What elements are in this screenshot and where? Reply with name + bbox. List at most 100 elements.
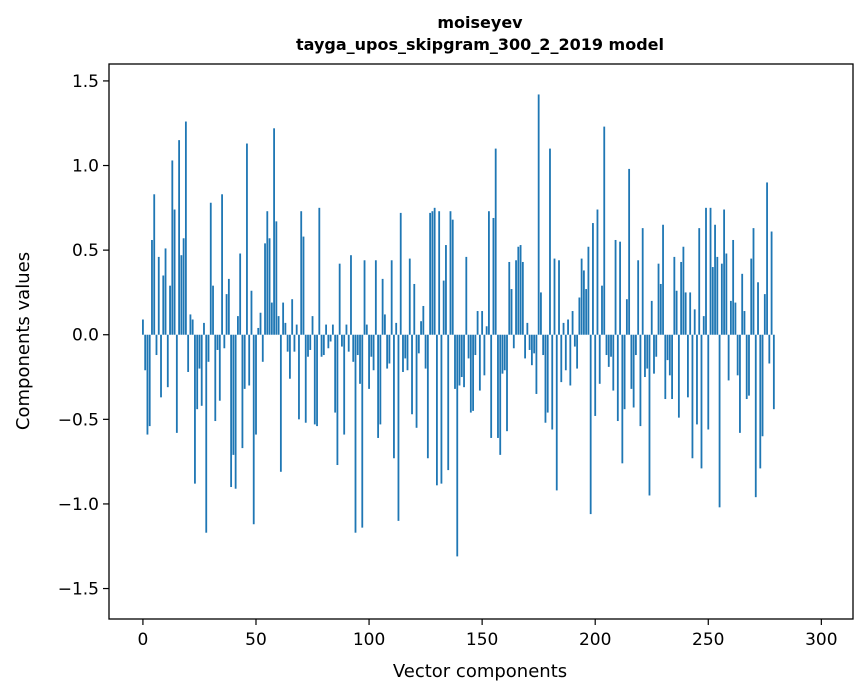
bar-193 bbox=[578, 297, 581, 335]
bar-70 bbox=[300, 211, 303, 335]
bar-201 bbox=[596, 209, 599, 335]
bar-62 bbox=[282, 302, 285, 335]
bar-211 bbox=[619, 241, 621, 335]
bar-244 bbox=[693, 309, 696, 335]
bar-52 bbox=[259, 312, 262, 335]
bar-173 bbox=[533, 334, 536, 354]
bar-43 bbox=[239, 253, 242, 335]
bar-237 bbox=[677, 334, 680, 418]
bar-83 bbox=[329, 334, 332, 342]
bar-36 bbox=[223, 334, 226, 349]
bar-108 bbox=[386, 334, 389, 369]
bar-194 bbox=[580, 258, 583, 335]
bar-45 bbox=[243, 334, 246, 389]
bar-76 bbox=[313, 334, 316, 425]
bar-271 bbox=[754, 334, 757, 498]
bar-90 bbox=[345, 324, 348, 335]
bar-229 bbox=[659, 283, 662, 335]
bar-22 bbox=[191, 319, 194, 335]
bar-97 bbox=[361, 334, 364, 528]
bar-149 bbox=[478, 334, 481, 391]
bar-264 bbox=[739, 334, 741, 433]
bar-114 bbox=[399, 212, 402, 335]
bar-84 bbox=[331, 324, 334, 335]
bar-164 bbox=[512, 334, 515, 349]
bar-123 bbox=[420, 321, 422, 335]
bar-255 bbox=[718, 334, 721, 508]
bar-61 bbox=[279, 334, 282, 472]
bar-68 bbox=[295, 324, 298, 335]
bar-207 bbox=[610, 334, 612, 357]
bar-150 bbox=[481, 311, 484, 335]
bar-57 bbox=[270, 302, 273, 335]
bar-58 bbox=[273, 128, 275, 335]
bar-136 bbox=[449, 211, 452, 335]
bar-44 bbox=[241, 334, 244, 449]
bar-248 bbox=[702, 316, 705, 335]
bar-167 bbox=[519, 245, 522, 335]
bar-202 bbox=[598, 334, 601, 384]
bar-270 bbox=[752, 228, 755, 335]
bar-8 bbox=[160, 334, 162, 398]
bar-66 bbox=[291, 299, 294, 335]
bar-74 bbox=[309, 334, 312, 350]
x-tick-label: 200 bbox=[579, 630, 611, 650]
y-tick-label: 0.5 bbox=[72, 241, 99, 261]
bar-13 bbox=[171, 160, 174, 335]
bar-122 bbox=[417, 334, 420, 354]
bar-171 bbox=[528, 334, 531, 350]
bar-109 bbox=[388, 334, 391, 364]
bar-65 bbox=[289, 334, 291, 379]
bar-242 bbox=[689, 292, 692, 335]
bar-197 bbox=[587, 246, 590, 335]
bar-198 bbox=[589, 334, 592, 515]
bar-155 bbox=[492, 217, 495, 335]
bar-21 bbox=[189, 314, 192, 335]
bar-135 bbox=[447, 334, 450, 471]
bar-163 bbox=[510, 289, 513, 335]
bar-96 bbox=[359, 334, 361, 384]
bar-226 bbox=[653, 334, 655, 374]
bar-217 bbox=[632, 334, 635, 408]
bar-24 bbox=[196, 334, 199, 410]
bar-165 bbox=[515, 260, 517, 335]
bar-148 bbox=[476, 311, 479, 335]
bar-72 bbox=[304, 334, 307, 423]
bar-15 bbox=[175, 334, 178, 433]
bar-112 bbox=[395, 322, 398, 335]
bar-189 bbox=[569, 334, 572, 386]
bar-69 bbox=[298, 334, 300, 420]
bar-18 bbox=[182, 238, 185, 335]
bar-87 bbox=[338, 263, 341, 335]
y-axis-label: Components values bbox=[13, 252, 34, 430]
bar-247 bbox=[700, 334, 703, 469]
bar-162 bbox=[508, 261, 511, 335]
bar-101 bbox=[370, 334, 373, 357]
bar-236 bbox=[675, 290, 678, 335]
bar-73 bbox=[307, 334, 309, 357]
bar-31 bbox=[212, 285, 214, 335]
bar-88 bbox=[341, 334, 343, 347]
bar-40 bbox=[232, 334, 235, 455]
bar-179 bbox=[546, 334, 549, 413]
bar-71 bbox=[302, 236, 305, 335]
bar-86 bbox=[336, 334, 339, 466]
bar-93 bbox=[352, 334, 355, 362]
bar-262 bbox=[734, 302, 737, 335]
bar-154 bbox=[490, 334, 493, 438]
bar-138 bbox=[454, 334, 456, 389]
bar-118 bbox=[408, 258, 411, 335]
bar-128 bbox=[431, 211, 434, 335]
bar-175 bbox=[537, 94, 540, 335]
bar-55 bbox=[266, 211, 269, 335]
bar-235 bbox=[673, 256, 676, 335]
bar-274 bbox=[761, 334, 764, 437]
chart-title-line2: tayga_upos_skipgram_300_2_2019 model bbox=[296, 35, 664, 54]
bar-250 bbox=[707, 334, 710, 430]
x-tick-label: 300 bbox=[805, 630, 837, 650]
bar-230 bbox=[662, 224, 664, 335]
bar-117 bbox=[406, 334, 409, 371]
bar-29 bbox=[207, 334, 210, 362]
bar-258 bbox=[725, 253, 728, 335]
bar-279 bbox=[772, 334, 775, 410]
